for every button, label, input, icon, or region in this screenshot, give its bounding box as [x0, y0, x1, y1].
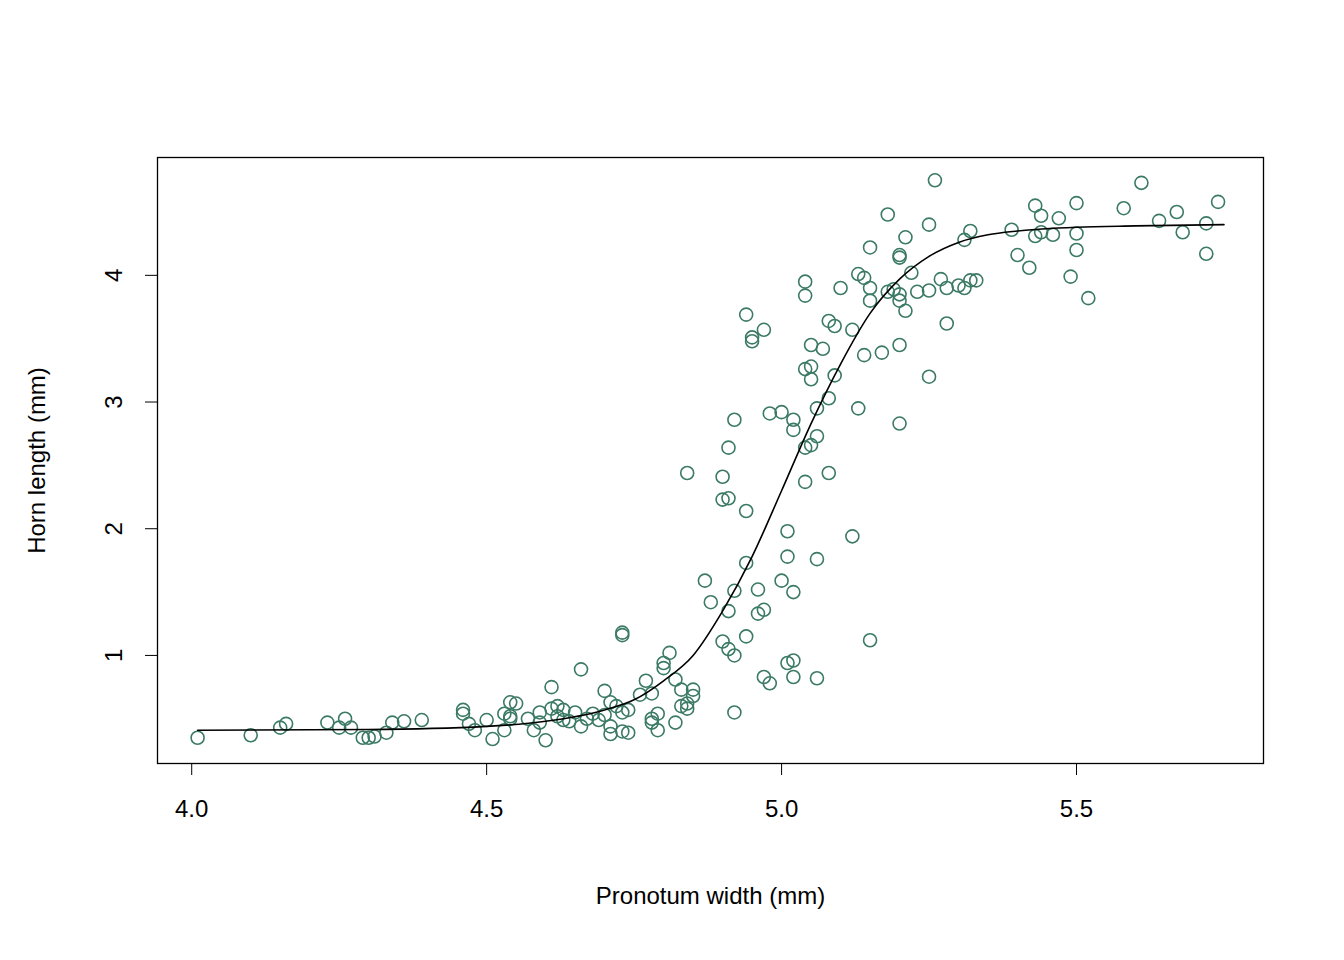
svg-text:1: 1 — [100, 649, 127, 662]
svg-text:Pronotum width (mm): Pronotum width (mm) — [596, 882, 825, 909]
svg-text:Horn length (mm): Horn length (mm) — [23, 367, 50, 554]
svg-text:3: 3 — [100, 395, 127, 408]
svg-text:4.5: 4.5 — [470, 795, 503, 822]
svg-text:5.5: 5.5 — [1060, 795, 1093, 822]
svg-text:4.0: 4.0 — [175, 795, 208, 822]
svg-text:4: 4 — [100, 269, 127, 282]
svg-text:2: 2 — [100, 522, 127, 535]
svg-text:5.0: 5.0 — [765, 795, 798, 822]
